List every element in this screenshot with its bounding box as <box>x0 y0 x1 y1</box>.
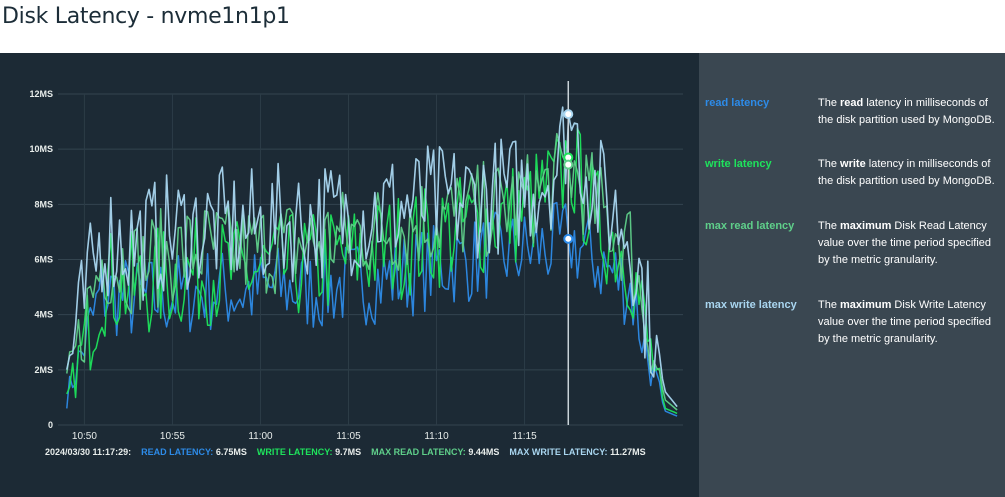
y-tick-label: 12MS <box>29 89 53 99</box>
x-tick-label: 11:15 <box>512 431 537 442</box>
x-axis: 10:50 10:55 11:00 11:05 11:10 11:15 <box>72 431 537 442</box>
readout-max-write-label: MAX WRITE LATENCY: <box>509 447 608 457</box>
y-tick-label: 8MS <box>34 199 53 209</box>
max-write-latency-line <box>66 106 678 408</box>
max-read-latency-marker <box>563 159 574 170</box>
legend-description: The read latency in milliseconds of the … <box>818 97 995 126</box>
legend-key: read latency <box>705 97 770 109</box>
y-tick-label: 0 <box>48 420 53 430</box>
y-tick-label: 6MS <box>34 255 53 265</box>
metric-legend: read latency The read latency in millise… <box>699 53 1005 497</box>
x-tick-label: 10:50 <box>72 431 97 442</box>
legend-key: max write latency <box>705 299 797 311</box>
x-tick-label: 11:10 <box>424 431 449 442</box>
page-title: Disk Latency - nvme1n1p1 <box>2 4 290 29</box>
readout-read-value: 6.75MS <box>215 447 247 457</box>
readout-write-value: 9.7MS <box>335 447 362 457</box>
readout-max-write-value: 11.27MS <box>610 447 646 457</box>
y-tick-label: 10MS <box>29 144 53 154</box>
y-tick-label: 4MS <box>34 310 53 320</box>
chart-grid <box>58 93 683 426</box>
legend-description: The write latency in milliseconds of the… <box>818 158 995 187</box>
readout-timestamp: 2024/03/30 11:17:29: <box>45 447 132 457</box>
y-tick-label: 2MS <box>34 365 53 375</box>
x-tick-label: 11:00 <box>248 431 273 442</box>
x-tick-label: 11:05 <box>336 431 361 442</box>
chart-panel[interactable]: 0 2MS 4MS 6MS 8MS 10MS 12MS 10:50 10:55 11:00 11:… <box>0 53 699 497</box>
hover-markers <box>563 109 574 244</box>
read-latency-marker <box>563 233 574 244</box>
legend-description: The maximum Disk Read Latency value over… <box>818 220 992 266</box>
x-tick-label: 10:55 <box>160 431 185 442</box>
legend-key: write latency <box>705 158 772 170</box>
hover-readout: 2024/03/30 11:17:29: READ LATENCY: 6.75M… <box>45 447 646 457</box>
read-latency-line <box>66 201 678 417</box>
readout-max-read-value: 9.44MS <box>468 447 500 457</box>
max-write-latency-marker <box>563 109 574 120</box>
max-read-latency-line <box>66 132 678 411</box>
series-lines <box>66 106 678 417</box>
readout-read-label: READ LATENCY: <box>141 447 214 457</box>
latency-chart[interactable]: 0 2MS 4MS 6MS 8MS 10MS 12MS 10:50 10:55 11:00 11:… <box>0 53 699 497</box>
readout-write-label: WRITE LATENCY: <box>256 447 333 457</box>
legend-description: The maximum Disk Write Latency value ove… <box>818 299 992 345</box>
readout-max-read-label: MAX READ LATENCY: <box>371 447 466 457</box>
y-axis: 0 2MS 4MS 6MS 8MS 10MS 12MS <box>29 89 53 430</box>
legend-key: max read latency <box>705 220 795 232</box>
